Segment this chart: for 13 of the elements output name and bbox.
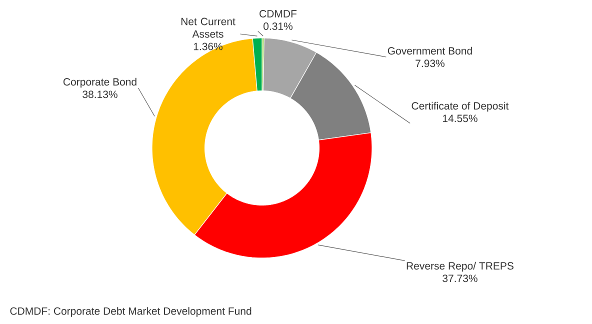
data-label: 38.13% [82, 90, 118, 98]
slice-label: Certificate of Deposit [412, 102, 509, 112]
data-label: 0.31% [264, 22, 293, 30]
slice-label: Net Current Assets [181, 18, 236, 38]
data-label: 1.36% [194, 42, 223, 50]
slice-label: CDMDF [260, 10, 297, 18]
slice-label: Corporate Bond [63, 78, 136, 88]
data-label: 14.55% [442, 114, 478, 122]
text: CDMDF: Corporate Debt Market Development Fund [10, 307, 252, 317]
data-label: 7.93% [416, 60, 444, 68]
data-label: 37.73% [442, 274, 478, 282]
slice-label: Reverse Repo/ TREPS [406, 262, 514, 272]
slice-label: Government Bond [388, 46, 472, 55]
